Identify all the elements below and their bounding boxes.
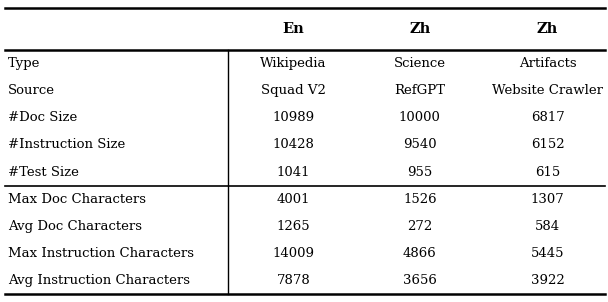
Text: RefGPT: RefGPT: [395, 84, 445, 97]
Text: 5445: 5445: [531, 247, 564, 260]
Text: En: En: [283, 22, 305, 36]
Text: 9540: 9540: [403, 138, 437, 152]
Text: 615: 615: [535, 165, 560, 179]
Text: 584: 584: [535, 220, 560, 233]
Text: 6817: 6817: [531, 111, 564, 124]
Text: Max Doc Characters: Max Doc Characters: [8, 193, 146, 206]
Text: Type: Type: [8, 57, 40, 70]
Text: 4001: 4001: [277, 193, 311, 206]
Text: Website Crawler: Website Crawler: [492, 84, 603, 97]
Text: 1041: 1041: [277, 165, 311, 179]
Text: Wikipedia: Wikipedia: [260, 57, 327, 70]
Text: Artifacts: Artifacts: [519, 57, 576, 70]
Text: 10428: 10428: [273, 138, 314, 152]
Text: #Doc Size: #Doc Size: [8, 111, 77, 124]
Text: 3922: 3922: [531, 274, 564, 288]
Text: 1307: 1307: [531, 193, 564, 206]
Text: Avg Doc Characters: Avg Doc Characters: [8, 220, 142, 233]
Text: Squad V2: Squad V2: [261, 84, 326, 97]
Text: Zh: Zh: [537, 22, 558, 36]
Text: 1526: 1526: [403, 193, 437, 206]
Text: 10000: 10000: [399, 111, 441, 124]
Text: Source: Source: [8, 84, 55, 97]
Text: Avg Instruction Characters: Avg Instruction Characters: [8, 274, 190, 288]
Text: 6152: 6152: [531, 138, 564, 152]
Text: 4866: 4866: [403, 247, 437, 260]
Text: Max Instruction Characters: Max Instruction Characters: [8, 247, 194, 260]
Text: 3656: 3656: [403, 274, 437, 288]
Text: 1265: 1265: [277, 220, 311, 233]
Text: 955: 955: [407, 165, 432, 179]
Text: 10989: 10989: [272, 111, 315, 124]
Text: 14009: 14009: [272, 247, 315, 260]
Text: Science: Science: [394, 57, 446, 70]
Text: #Instruction Size: #Instruction Size: [8, 138, 125, 152]
Text: #Test Size: #Test Size: [8, 165, 79, 179]
Text: 272: 272: [407, 220, 432, 233]
Text: 7878: 7878: [277, 274, 311, 288]
Text: Zh: Zh: [409, 22, 430, 36]
